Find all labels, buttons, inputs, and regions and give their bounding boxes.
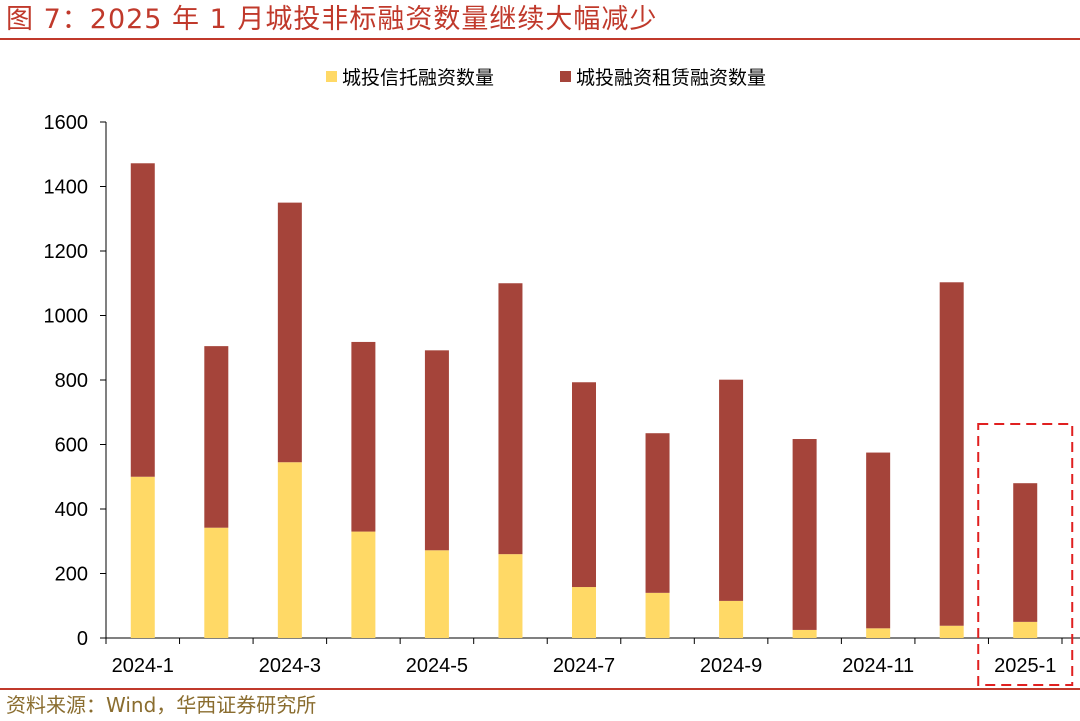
x-axis: 2024-1 2024-3 2024-5 2024-7 2024-9 2024-11 202… — [105, 637, 1080, 677]
bar-leasing-2024-7 — [572, 382, 596, 588]
y-tick-label: 1600 — [44, 112, 89, 134]
y-tick-label: 1400 — [44, 177, 89, 199]
bar-leasing-2024-3 — [277, 202, 302, 463]
source-rule — [0, 688, 1080, 690]
bar-leasing-2024-11 — [866, 452, 891, 629]
bar-leasing-2024-10 — [792, 439, 817, 630]
y-tick-label: 400 — [55, 499, 88, 521]
bars — [130, 163, 1038, 638]
bar-leasing-2025-1 — [1013, 483, 1038, 622]
bar-trust-2024-8 — [645, 592, 670, 638]
highlight-group — [977, 423, 1074, 686]
x-tick-label: 2024-7 — [553, 655, 615, 677]
x-tick-label: 2024-3 — [259, 655, 321, 677]
x-tick-label: 2025-1 — [994, 655, 1056, 677]
x-tick-label: 2024-9 — [700, 655, 762, 677]
legend-label-2: 城投融资租赁融资数量 — [576, 67, 766, 89]
y-axis: 0 200 400 600 800 1000 1200 1400 1600 — [44, 112, 107, 650]
bar-leasing-2024-4 — [351, 341, 376, 532]
legend-swatch-2 — [560, 71, 571, 82]
source-note: 资料来源：Wind，华西证券研究所 — [6, 693, 317, 717]
y-tick-label: 0 — [77, 628, 88, 650]
title-rule — [0, 38, 1080, 40]
bar-leasing-2024-12 — [939, 282, 964, 626]
bar-trust-2024-12 — [939, 625, 964, 638]
bar-leasing-2024-5 — [424, 350, 449, 551]
y-tick-label: 800 — [55, 370, 88, 392]
bar-trust-2024-6 — [498, 554, 523, 638]
bar-trust-2024-10 — [792, 629, 817, 638]
bar-trust-2025-1 — [1013, 621, 1038, 638]
y-tick-label: 600 — [55, 435, 88, 457]
x-tick-label: 2024-1 — [112, 655, 174, 677]
bar-trust-2024-7 — [572, 587, 596, 638]
legend-label-1: 城投信托融资数量 — [342, 67, 494, 89]
x-tick-label: 2024-11 — [842, 655, 914, 677]
bar-trust-2024-4 — [351, 531, 376, 638]
bar-trust-2024-9 — [719, 600, 744, 638]
bar-leasing-2024-8 — [645, 433, 670, 593]
y-tick-label: 1200 — [44, 241, 89, 263]
bar-trust-2024-2 — [204, 527, 229, 638]
bar-trust-2024-1 — [130, 476, 155, 638]
y-tick-label: 200 — [55, 564, 88, 586]
figure-title: 图 7：2025 年 1 月城投非标融资数量继续大幅减少 — [6, 4, 658, 35]
legend: 城投信托融资数量 城投融资租赁融资数量 — [326, 67, 766, 89]
bar-leasing-2024-6 — [498, 283, 523, 555]
bar-leasing-2024-2 — [204, 346, 229, 528]
bar-trust-2024-3 — [277, 462, 302, 638]
bar-leasing-2024-1 — [130, 163, 155, 477]
legend-swatch-1 — [326, 71, 337, 82]
y-tick-label: 1000 — [44, 306, 89, 328]
bar-trust-2024-11 — [866, 628, 891, 638]
stacked-bar-chart: 城投信托融资数量 城投融资租赁融资数量 0 200 400 600 800 1000 1200… — [44, 67, 1080, 686]
x-tick-label: 2024-5 — [406, 655, 468, 677]
bar-trust-2024-5 — [424, 550, 449, 638]
bar-leasing-2024-9 — [719, 379, 744, 601]
highlight-box — [977, 423, 1074, 686]
